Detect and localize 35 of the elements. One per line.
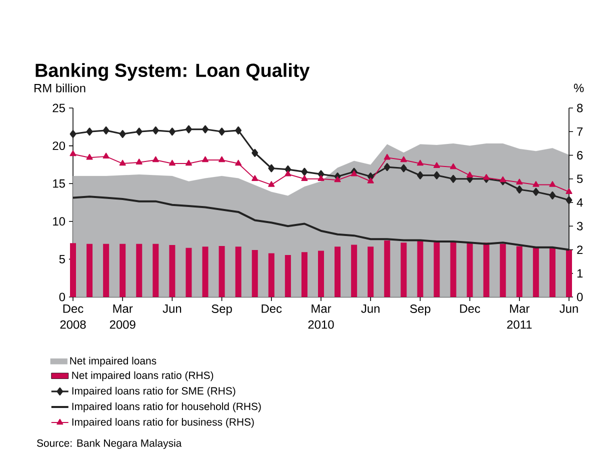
y2-tick-label: 7 [577,128,583,136]
x-tick-label: Jun [560,304,578,313]
y2-tick-label: 2 [577,246,583,254]
x-tick-label: Mar 2011 [507,304,532,329]
y-axis-title: RM billion [34,84,86,92]
y2-tick-label: 0 [576,292,583,302]
y2-tick-label: 4 [576,198,583,207]
y2-tick-label: 3 [576,222,583,230]
y2-tick-label: 8 [577,104,583,112]
legend-label: Net impaired loans ratio (RHS) [72,371,214,382]
y-tick-label: 15 [53,179,65,188]
x-tick-label: Jun [162,304,182,313]
x-tick-label: Dec [460,304,480,313]
x-tick-label: Mar 2010 [308,304,334,329]
y-tick-label: 10 [53,217,66,226]
y-tick-label: 0 [59,292,66,302]
chart-title: Banking System: Loan Quality [36,63,310,81]
y2-tick-label: 1 [577,269,583,278]
legend-label: Impaired loans ratio for SME (RHS) [72,386,236,397]
x-tick-label: Jun [361,304,380,313]
legend-label: Impaired loans ratio for business (RHS) [72,418,254,428]
legend-label: Impaired loans ratio for household (RHS) [72,402,261,412]
y2-axis-title: % [574,84,584,92]
x-tick-label: Mar 2009 [110,304,136,329]
source-note: Source: Bank Negara Malaysia [36,439,182,449]
x-tick-label: Sep [212,304,232,316]
y2-tick-label: 5 [577,174,583,184]
legend-label: Net impaired loans [70,356,156,367]
y-tick-label: 25 [52,104,65,112]
x-tick-label: Dec [262,304,282,313]
x-tick-label: Dec 2008 [60,304,86,329]
y-tick-label: 20 [52,142,66,150]
x-tick-label: Sep [410,304,430,316]
y2-tick-label: 6 [577,151,583,160]
y-tick-label: 5 [59,255,65,264]
